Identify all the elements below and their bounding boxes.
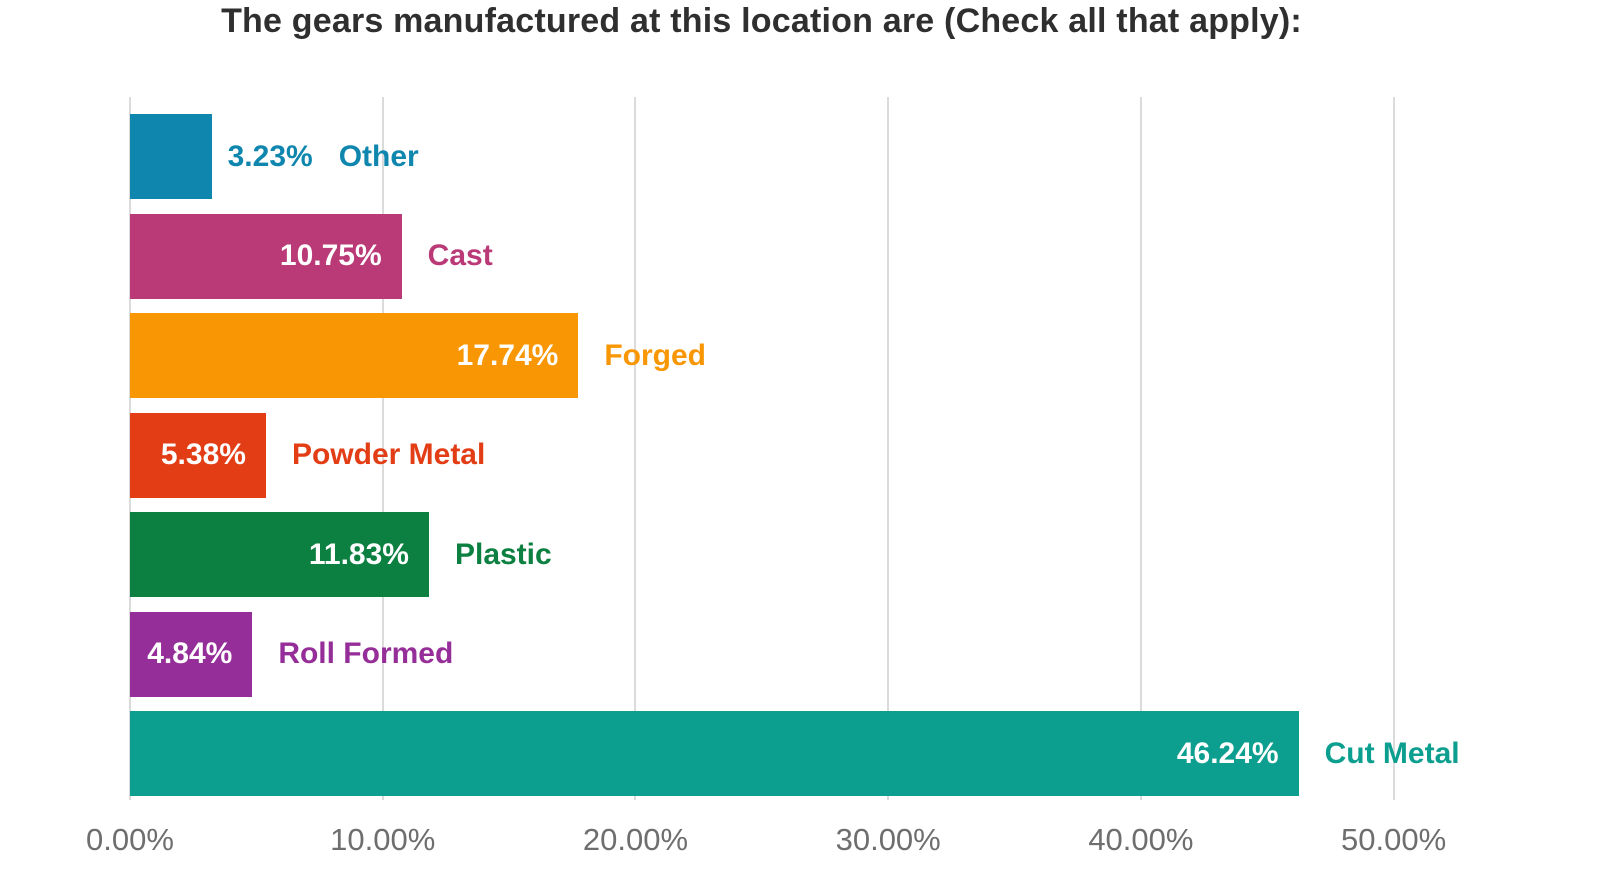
bar-value-label: 46.24% <box>1176 736 1279 770</box>
bar-value-label: 5.38% <box>160 438 246 471</box>
gridline <box>1392 97 1395 800</box>
gridline <box>887 97 890 800</box>
bar-category-label: Cut Metal <box>1324 736 1460 770</box>
bar-value-label: 4.84% <box>147 637 233 670</box>
x-tick-label: 40.00% <box>1088 822 1194 857</box>
bar-row: 4.84% Roll Formed <box>130 611 1568 697</box>
bar-value-label: 17.74% <box>456 338 559 372</box>
bar-category-label: Other <box>338 139 419 173</box>
bar-row: 10.75% Cast <box>130 213 1568 299</box>
bar-category-label: Cast <box>427 239 493 272</box>
gridline <box>634 97 637 800</box>
bar-row: 5.38% Powder Metal <box>130 412 1568 498</box>
bar: 46.24% <box>130 711 1299 796</box>
x-axis: 0.00% 10.00% 20.00% 30.00% 40.00% 50.00% <box>86 800 1568 870</box>
x-tick-label: 30.00% <box>835 822 941 857</box>
bar-category-label: Forged <box>604 338 706 372</box>
bar-category-label: Plastic <box>454 537 552 571</box>
bar: 17.74% <box>130 313 579 398</box>
bar-value-label: 10.75% <box>279 239 382 272</box>
x-tick-label: 0.00% <box>86 822 174 857</box>
plot-area: 3.23% Other 10.75% Cast 17.74% Forged 5.38% Pow… <box>129 97 1568 800</box>
bar <box>130 114 212 199</box>
bar: 10.75% <box>130 213 402 299</box>
bar-category-label: Powder Metal <box>291 438 486 471</box>
bar: 4.84% <box>130 611 253 697</box>
bar-row: 3.23% Other <box>130 114 1568 199</box>
x-tick-label: 50.00% <box>1341 822 1447 857</box>
x-tick-label: 10.00% <box>330 822 436 857</box>
gridline <box>1139 97 1142 800</box>
chart-title: The gears manufactured at this location … <box>221 2 1302 40</box>
gridline <box>381 97 384 800</box>
bar-row: 17.74% Forged <box>130 313 1568 398</box>
bar-category-label: Roll Formed <box>278 637 454 670</box>
bar-row: 11.83% Plastic <box>130 512 1568 597</box>
x-tick-label: 20.00% <box>582 822 689 857</box>
bar: 5.38% <box>130 412 266 498</box>
bar: 11.83% <box>130 512 429 597</box>
bar-row: 46.24% Cut Metal <box>130 711 1568 796</box>
bar-value-label: 11.83% <box>308 537 409 571</box>
bar-value-label: 3.23% <box>227 139 313 173</box>
bars-layer: 3.23% Other 10.75% Cast 17.74% Forged 5.38% Pow… <box>130 114 1568 796</box>
